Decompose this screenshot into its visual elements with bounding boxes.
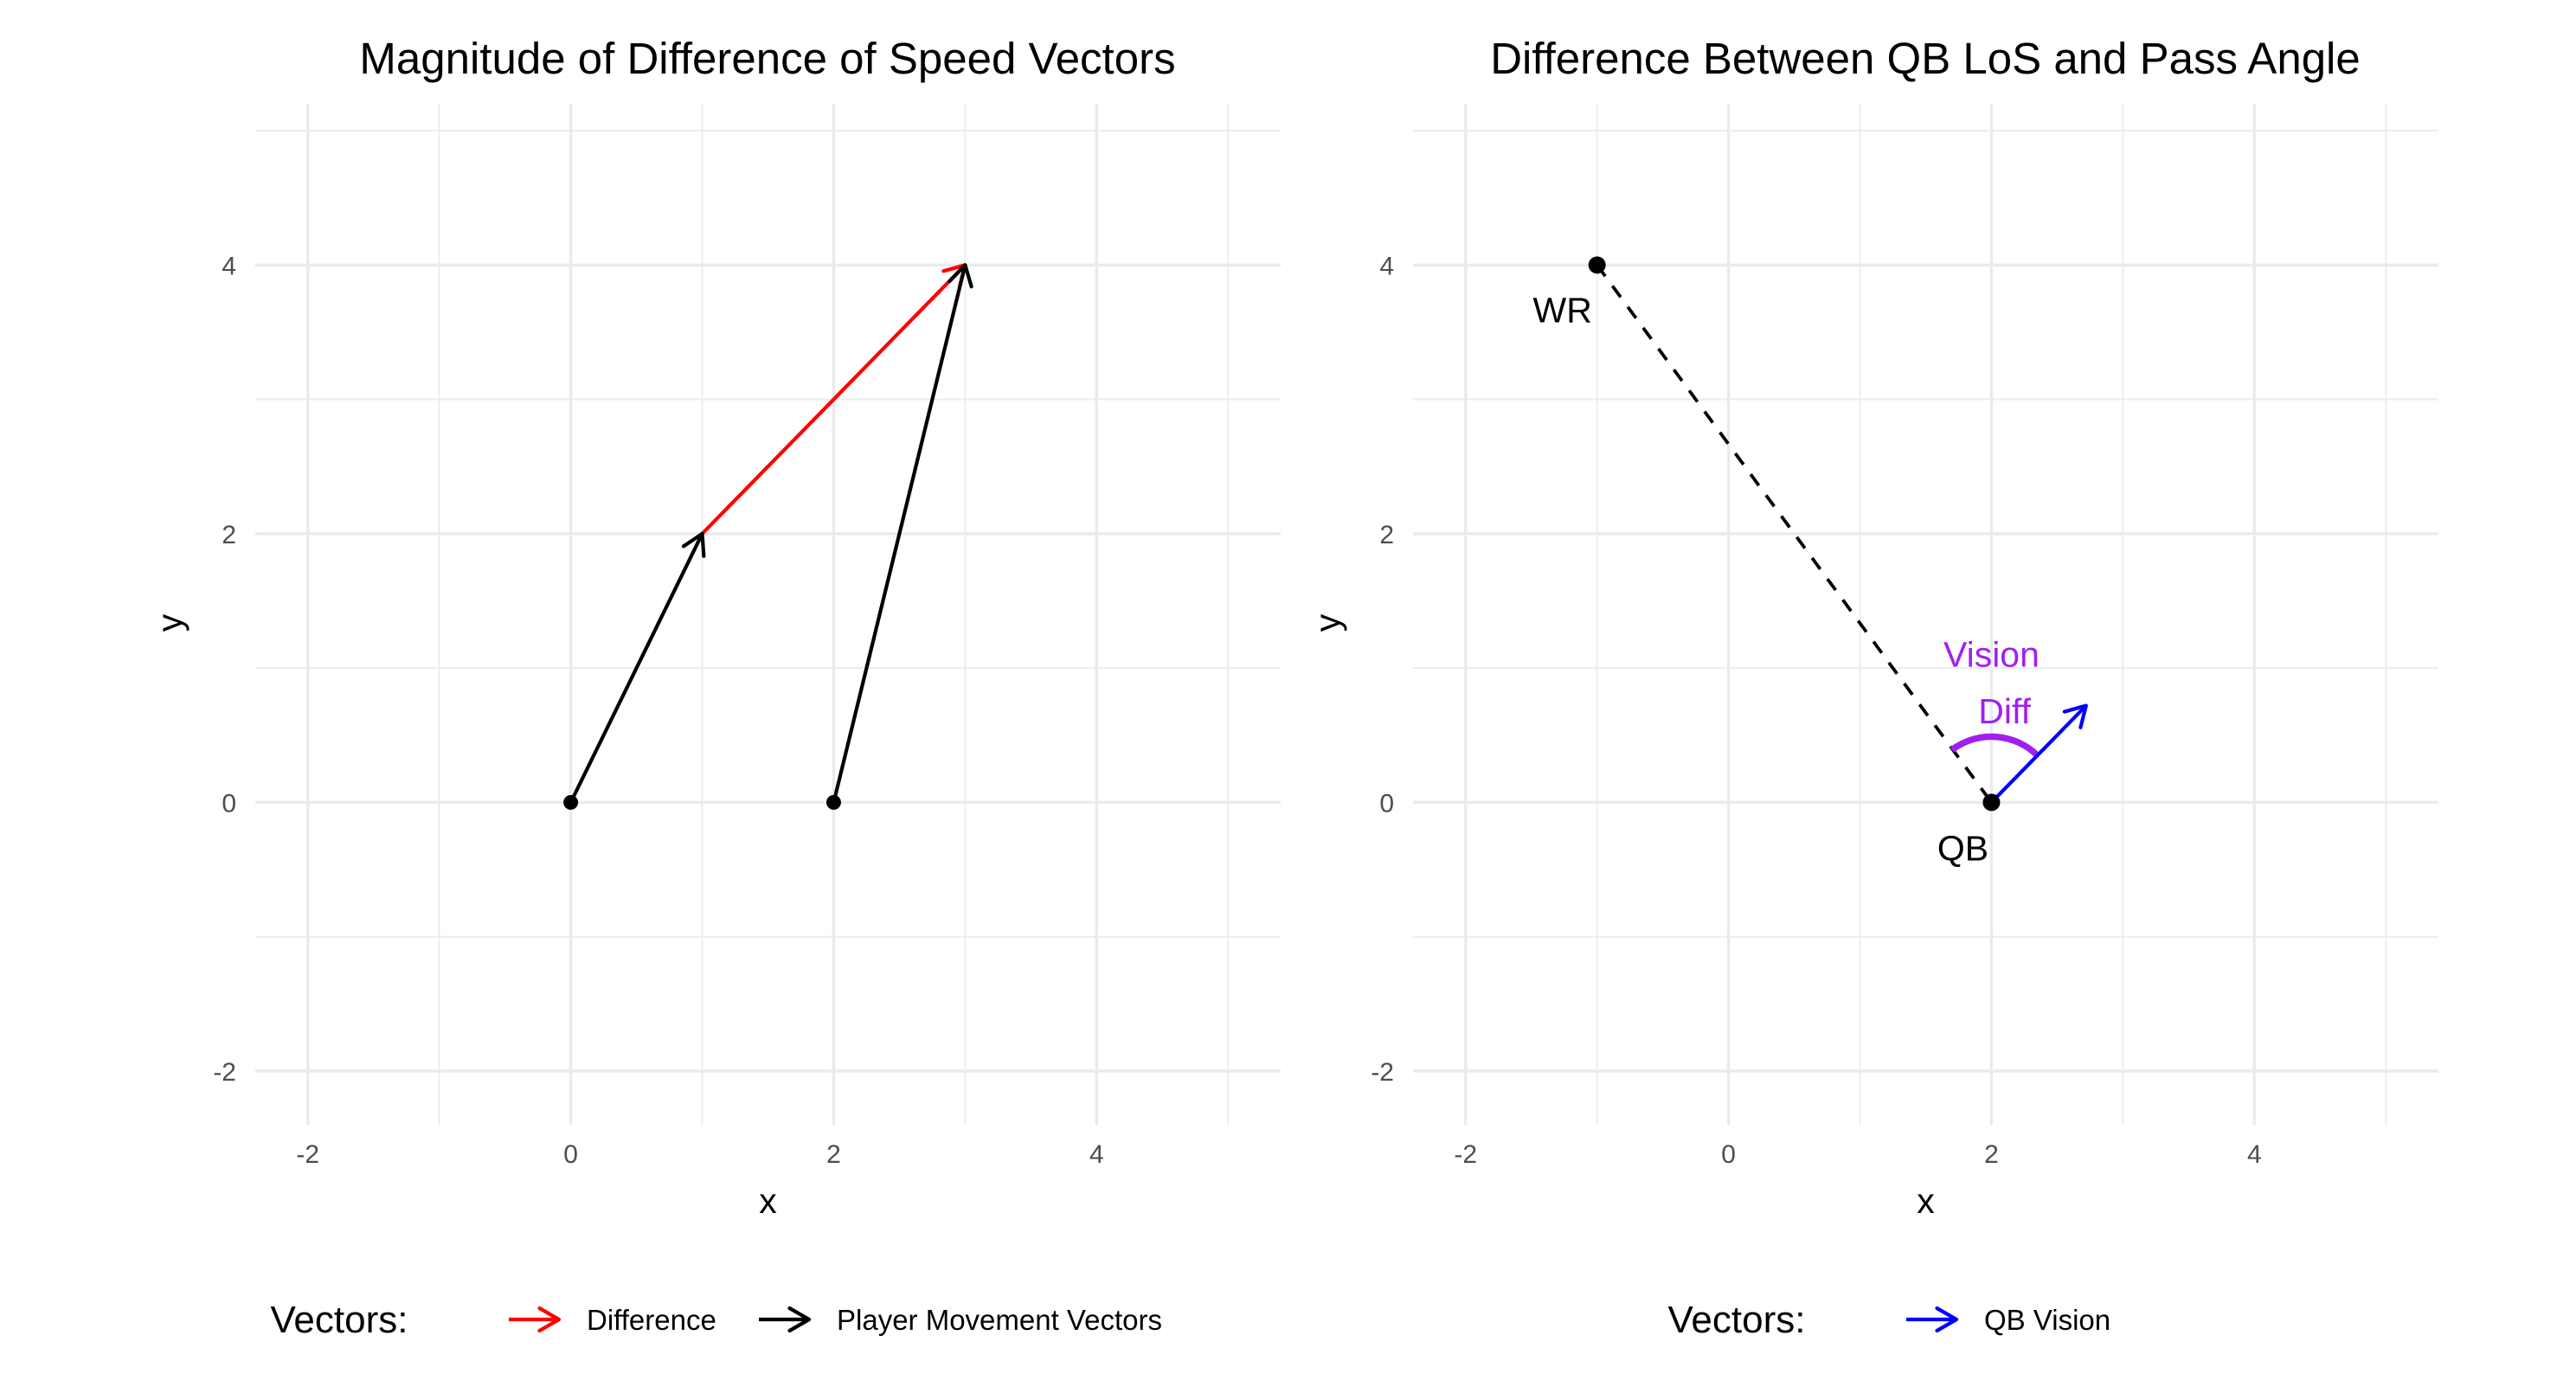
point-label-qb: QB	[1937, 828, 1988, 868]
y-tick-label: 0	[222, 789, 236, 818]
x-tick-label: 0	[1721, 1140, 1736, 1169]
legend-title: Vectors:	[271, 1299, 408, 1341]
x-tick-label: 4	[1089, 1140, 1104, 1169]
data-point	[1982, 793, 2000, 811]
vision-diff-label-line2: Diff	[1978, 691, 2031, 731]
vision-diff-label-line1: Vision	[1943, 635, 2040, 675]
x-tick-label: -2	[296, 1140, 319, 1169]
left-panel: -2 0 2 4 -2 0 2 4 Magnitude of Difference of Spe…	[150, 34, 1281, 1341]
right-panel: -2 0 2 4 -2 0 2 4 Difference Between QB LoS and …	[1307, 34, 2438, 1341]
x-axis-label: x	[1917, 1181, 1935, 1221]
chart-title: Difference Between QB LoS and Pass Angle	[1490, 34, 2361, 83]
x-tick-label: 0	[563, 1140, 578, 1169]
y-tick-label: 2	[1379, 521, 1394, 549]
legend-item-label: QB Vision	[1984, 1304, 2110, 1336]
y-tick-label: 4	[1379, 252, 1394, 280]
data-point	[1589, 256, 1606, 273]
x-tick-label: 4	[2247, 1140, 2262, 1169]
y-axis-label: y	[1307, 613, 1347, 632]
point-label-wr: WR	[1533, 290, 1592, 330]
x-tick-label: 2	[826, 1140, 841, 1169]
chart-title: Magnitude of Difference of Speed Vectors	[359, 34, 1175, 83]
y-tick-label: 0	[1379, 789, 1394, 818]
x-tick-label: 2	[1984, 1140, 1999, 1169]
x-axis-label: x	[759, 1181, 777, 1221]
y-axis-label: y	[150, 613, 190, 632]
x-tick-label: -2	[1454, 1140, 1477, 1169]
data-point	[826, 795, 841, 810]
legend-title: Vectors:	[1668, 1299, 1806, 1341]
y-tick-label: -2	[213, 1058, 236, 1087]
y-tick-label: 2	[222, 521, 236, 549]
legend-item-label: Difference	[587, 1304, 716, 1336]
legend-item-label: Player Movement Vectors	[837, 1304, 1162, 1336]
y-tick-label: -2	[1371, 1058, 1394, 1087]
vision-diff-arc	[1952, 736, 2038, 755]
y-tick-label: 4	[222, 252, 236, 280]
data-point	[563, 795, 578, 810]
